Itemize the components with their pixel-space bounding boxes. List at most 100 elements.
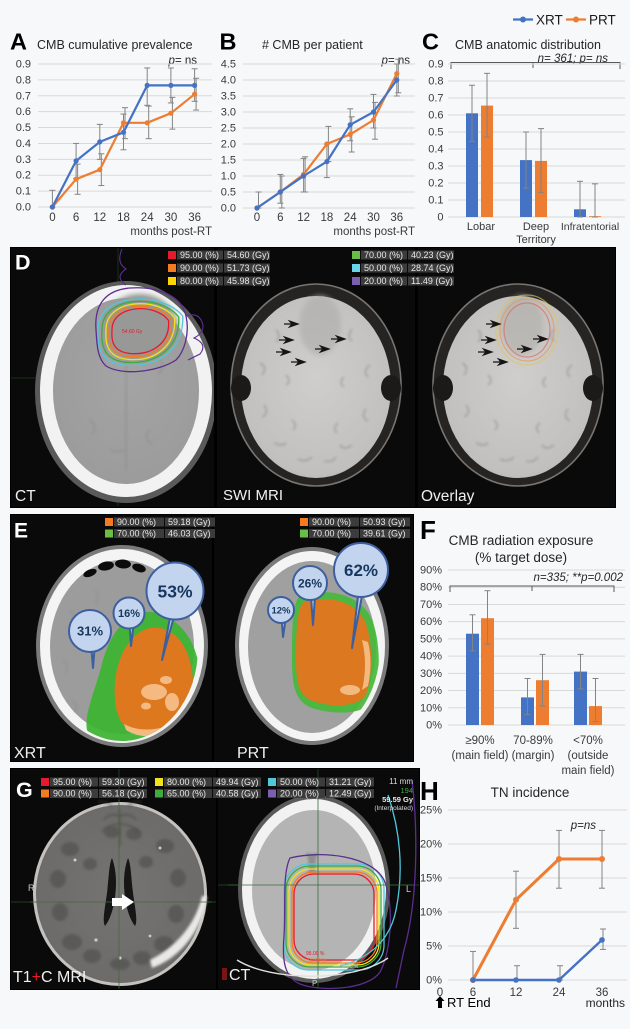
svg-text:0.1: 0.1 bbox=[428, 195, 443, 207]
svg-text:B: B bbox=[220, 29, 237, 55]
svg-text:95.00 (%): 95.00 (%) bbox=[53, 777, 92, 787]
svg-text:70.00 (%): 70.00 (%) bbox=[312, 528, 351, 538]
svg-text:SWI MRI: SWI MRI bbox=[223, 487, 283, 504]
svg-text:C: C bbox=[422, 29, 439, 55]
svg-text:36: 36 bbox=[390, 212, 403, 224]
svg-text:12%: 12% bbox=[271, 605, 291, 616]
svg-text:40%: 40% bbox=[420, 651, 442, 663]
svg-text:20.00 (%): 20.00 (%) bbox=[280, 788, 319, 798]
svg-text:<70%: <70% bbox=[573, 735, 603, 747]
svg-text:70%: 70% bbox=[420, 599, 442, 611]
svg-text:0.0: 0.0 bbox=[221, 203, 236, 215]
svg-text:16%: 16% bbox=[118, 608, 140, 620]
svg-text:54.60 (Gy): 54.60 (Gy) bbox=[227, 250, 270, 260]
svg-text:95.00 %: 95.00 % bbox=[306, 951, 325, 957]
svg-text:18: 18 bbox=[321, 212, 334, 224]
svg-text:30: 30 bbox=[165, 212, 178, 224]
svg-text:24: 24 bbox=[141, 212, 154, 224]
svg-text:0.5: 0.5 bbox=[428, 127, 443, 139]
svg-text:20%: 20% bbox=[420, 685, 442, 697]
svg-text:p= ns: p= ns bbox=[381, 55, 411, 67]
svg-text:80%: 80% bbox=[420, 582, 442, 594]
svg-text:p=ns: p=ns bbox=[570, 820, 597, 832]
svg-text:E: E bbox=[14, 520, 28, 543]
svg-text:0.8: 0.8 bbox=[428, 76, 443, 88]
svg-text:31%: 31% bbox=[77, 624, 103, 639]
svg-text:p= ns: p= ns bbox=[168, 55, 198, 67]
svg-text:H: H bbox=[420, 776, 439, 806]
svg-text:54.60 Gy: 54.60 Gy bbox=[122, 329, 143, 335]
svg-text:months post-RT: months post-RT bbox=[333, 226, 415, 238]
svg-text:0.3: 0.3 bbox=[428, 161, 443, 173]
svg-text:R: R bbox=[28, 883, 35, 893]
svg-text:18: 18 bbox=[117, 212, 130, 224]
svg-text:0: 0 bbox=[437, 987, 443, 999]
svg-text:49.94 (Gy): 49.94 (Gy) bbox=[216, 777, 259, 787]
svg-text:28.74 (Gy): 28.74 (Gy) bbox=[411, 263, 454, 273]
svg-text:6: 6 bbox=[73, 212, 79, 224]
svg-text:15%: 15% bbox=[420, 873, 442, 885]
svg-text:30%: 30% bbox=[420, 668, 442, 680]
svg-text:0.7: 0.7 bbox=[16, 90, 31, 102]
svg-text:12: 12 bbox=[510, 987, 523, 999]
svg-text:0.7: 0.7 bbox=[428, 93, 443, 105]
svg-text:90%: 90% bbox=[420, 565, 442, 577]
svg-text:24: 24 bbox=[553, 987, 566, 999]
svg-text:31.21 (Gy): 31.21 (Gy) bbox=[329, 777, 372, 787]
svg-text:Overlay: Overlay bbox=[421, 488, 475, 505]
svg-text:6: 6 bbox=[277, 212, 283, 224]
svg-text:4.0: 4.0 bbox=[221, 75, 236, 87]
svg-text:Deep: Deep bbox=[523, 221, 549, 233]
svg-text:(main field): (main field) bbox=[452, 750, 509, 762]
svg-text:(% target dose): (% target dose) bbox=[475, 550, 567, 565]
svg-text:0.3: 0.3 bbox=[16, 154, 31, 166]
svg-text:11.49 (Gy): 11.49 (Gy) bbox=[411, 276, 453, 286]
svg-text:3.5: 3.5 bbox=[221, 91, 236, 103]
svg-text:L: L bbox=[406, 884, 411, 894]
svg-text:90.00 (%): 90.00 (%) bbox=[180, 263, 219, 273]
svg-text:0: 0 bbox=[49, 212, 55, 224]
svg-text:XRT: XRT bbox=[536, 13, 563, 28]
svg-text:53%: 53% bbox=[157, 581, 192, 601]
svg-text:CMB radiation exposure: CMB radiation exposure bbox=[449, 533, 594, 548]
svg-text:≥90%: ≥90% bbox=[465, 735, 494, 747]
svg-text:2.5: 2.5 bbox=[221, 123, 236, 135]
svg-text:70.00 (%): 70.00 (%) bbox=[364, 250, 403, 260]
svg-text:25%: 25% bbox=[420, 805, 442, 817]
svg-text:1.0: 1.0 bbox=[221, 171, 236, 183]
svg-text:0.6: 0.6 bbox=[16, 106, 31, 118]
svg-text:1.5: 1.5 bbox=[221, 155, 236, 167]
svg-text:59.30 (Gy): 59.30 (Gy) bbox=[102, 777, 145, 787]
svg-text:50.00 (%): 50.00 (%) bbox=[364, 263, 403, 273]
svg-text:G: G bbox=[16, 778, 33, 802]
svg-text:RT End: RT End bbox=[447, 995, 491, 1010]
svg-text:0: 0 bbox=[437, 212, 443, 224]
svg-text:0.9: 0.9 bbox=[16, 58, 31, 70]
svg-text:months post-RT: months post-RT bbox=[130, 226, 212, 238]
svg-text:0.5: 0.5 bbox=[221, 187, 236, 199]
svg-text:CMB cumulative prevalence: CMB cumulative prevalence bbox=[37, 38, 193, 52]
svg-text:CMB anatomic distribution: CMB anatomic distribution bbox=[455, 38, 601, 52]
svg-text:40.58 (Gy): 40.58 (Gy) bbox=[216, 788, 259, 798]
svg-text:0.6: 0.6 bbox=[428, 110, 443, 122]
svg-text:59.59 Gy: 59.59 Gy bbox=[382, 795, 414, 804]
svg-text:0.4: 0.4 bbox=[428, 144, 443, 156]
svg-text:70-89%: 70-89% bbox=[513, 735, 553, 747]
svg-text:50%: 50% bbox=[420, 633, 442, 645]
svg-text:0.9: 0.9 bbox=[428, 59, 443, 71]
svg-text:XRT: XRT bbox=[14, 745, 46, 762]
svg-text:40.23 (Gy): 40.23 (Gy) bbox=[411, 250, 454, 260]
svg-text:11 mm: 11 mm bbox=[389, 777, 413, 786]
svg-text:59.18 (Gy): 59.18 (Gy) bbox=[168, 517, 211, 527]
svg-text:6: 6 bbox=[470, 987, 476, 999]
svg-text:n=335; **p=0.002: n=335; **p=0.002 bbox=[533, 572, 623, 584]
svg-text:80.00 (%): 80.00 (%) bbox=[180, 276, 219, 286]
svg-text:60%: 60% bbox=[420, 616, 442, 628]
svg-text:46.03 (Gy): 46.03 (Gy) bbox=[168, 528, 211, 538]
svg-text:# CMB per patient: # CMB per patient bbox=[262, 38, 363, 52]
svg-text:n= 361; p= ns: n= 361; p= ns bbox=[538, 53, 609, 65]
svg-text:(Interpolated): (Interpolated) bbox=[374, 805, 413, 812]
svg-text:12.49 (Gy): 12.49 (Gy) bbox=[329, 788, 372, 798]
svg-text:0.8: 0.8 bbox=[16, 74, 31, 86]
svg-text:12: 12 bbox=[297, 212, 310, 224]
